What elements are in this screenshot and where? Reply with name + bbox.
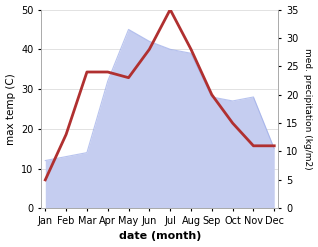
X-axis label: date (month): date (month) [119, 231, 201, 242]
Y-axis label: max temp (C): max temp (C) [5, 73, 16, 145]
Y-axis label: med. precipitation (kg/m2): med. precipitation (kg/m2) [303, 48, 313, 170]
